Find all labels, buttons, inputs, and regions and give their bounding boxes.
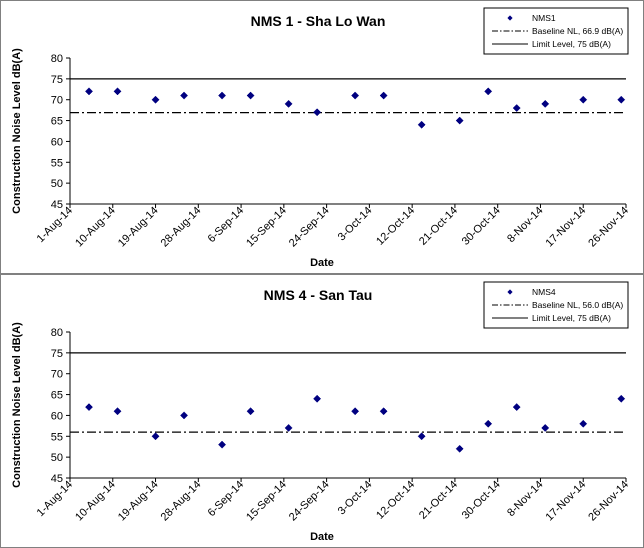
x-tick-label: 10-Aug-14 bbox=[73, 205, 118, 250]
data-point bbox=[351, 407, 360, 416]
y-tick-label: 60 bbox=[51, 410, 63, 422]
y-tick-label: 80 bbox=[51, 327, 63, 339]
data-point bbox=[85, 403, 93, 412]
y-tick-label: 75 bbox=[51, 74, 63, 86]
data-point bbox=[541, 423, 550, 432]
legend-label: NMS4 bbox=[532, 287, 556, 297]
x-tick-label: 30-Oct-14 bbox=[460, 205, 503, 248]
x-tick-label: 24-Sep-14 bbox=[287, 205, 332, 250]
y-tick-label: 60 bbox=[51, 136, 63, 148]
legend-label: Baseline NL, 56.0 dB(A) bbox=[532, 300, 623, 310]
data-point bbox=[180, 411, 189, 420]
data-point bbox=[455, 116, 464, 125]
x-tick-label: 26-Nov-14 bbox=[586, 205, 631, 250]
data-point bbox=[512, 403, 521, 412]
data-point bbox=[512, 104, 521, 113]
x-tick-label: 8-Nov-14 bbox=[505, 479, 545, 519]
x-tick-label: 19-Aug-14 bbox=[116, 479, 161, 524]
x-tick-label: 15-Sep-14 bbox=[244, 205, 289, 250]
y-tick-label: 65 bbox=[51, 390, 63, 402]
x-tick-label: 12-Oct-14 bbox=[374, 479, 417, 522]
x-tick-label: 3-Oct-14 bbox=[336, 479, 375, 518]
legend-label: Limit Level, 75 dB(A) bbox=[532, 39, 611, 49]
x-tick-label: 28-Aug-14 bbox=[159, 479, 204, 524]
y-tick-label: 80 bbox=[51, 53, 63, 65]
data-point bbox=[579, 419, 588, 428]
data-point bbox=[579, 95, 588, 104]
x-tick-label: 15-Sep-14 bbox=[244, 479, 289, 524]
data-point bbox=[180, 91, 189, 100]
chart-svg: NMS 1 - Sha Lo Wan45505560657075801-Aug-… bbox=[0, 0, 644, 274]
x-tick-label: 26-Nov-14 bbox=[586, 479, 631, 524]
x-tick-label: 17-Nov-14 bbox=[544, 479, 589, 524]
y-tick-label: 55 bbox=[51, 157, 63, 169]
x-tick-label: 3-Oct-14 bbox=[336, 205, 375, 244]
y-tick-label: 75 bbox=[51, 348, 63, 360]
data-point bbox=[379, 91, 388, 100]
chart-svg: NMS 4 - San Tau45505560657075801-Aug-141… bbox=[0, 274, 644, 548]
data-point bbox=[151, 95, 160, 104]
chart-panel-nms1: NMS 1 - Sha Lo Wan 45 50 55 60 65 70 75 80 1-Aug-… bbox=[0, 0, 644, 274]
x-tick-label: 28-Aug-14 bbox=[159, 205, 204, 250]
data-point bbox=[417, 432, 426, 441]
y-tick-label: 50 bbox=[51, 178, 63, 190]
x-tick-label: 10-Aug-14 bbox=[73, 479, 118, 524]
data-point bbox=[617, 394, 626, 403]
y-tick-label: 70 bbox=[51, 95, 63, 107]
legend-label: Baseline NL, 66.9 dB(A) bbox=[532, 26, 623, 36]
data-point bbox=[484, 87, 493, 96]
data-point bbox=[455, 444, 464, 453]
legend-label: NMS1 bbox=[532, 13, 556, 23]
y-tick-label: 55 bbox=[51, 431, 63, 443]
chart-title: NMS 4 - San Tau bbox=[264, 287, 373, 303]
x-tick-label: 17-Nov-14 bbox=[544, 205, 589, 250]
x-tick-label: 21-Oct-14 bbox=[417, 479, 460, 522]
data-point bbox=[351, 91, 360, 100]
x-tick-label: 8-Nov-14 bbox=[505, 205, 545, 245]
x-tick-label: 21-Oct-14 bbox=[417, 205, 460, 248]
data-point bbox=[246, 407, 255, 416]
x-tick-label: 6-Sep-14 bbox=[206, 479, 246, 519]
y-tick-label: 65 bbox=[51, 116, 63, 128]
data-point bbox=[284, 423, 293, 432]
data-point bbox=[284, 99, 293, 108]
y-tick-label: 45 bbox=[51, 199, 63, 211]
x-tick-label: 6-Sep-14 bbox=[206, 205, 246, 245]
legend-marker-nms bbox=[507, 15, 513, 21]
y-tick-label: 45 bbox=[51, 473, 63, 485]
data-point bbox=[85, 87, 93, 96]
x-tick-label: 24-Sep-14 bbox=[287, 479, 332, 524]
legend-marker-nms bbox=[507, 289, 513, 295]
x-axis-label: Date bbox=[310, 531, 334, 543]
x-tick-label: 19-Aug-14 bbox=[116, 205, 161, 250]
data-point bbox=[246, 91, 255, 100]
y-tick-label: 50 bbox=[51, 452, 63, 464]
data-point bbox=[379, 407, 388, 416]
chart-title: NMS 1 - Sha Lo Wan bbox=[251, 13, 386, 29]
data-point bbox=[617, 95, 626, 104]
data-point bbox=[541, 99, 550, 108]
x-tick-label: 30-Oct-14 bbox=[460, 479, 503, 522]
y-tick-label: 70 bbox=[51, 369, 63, 381]
legend-label: Limit Level, 75 dB(A) bbox=[532, 313, 611, 323]
data-point bbox=[113, 407, 122, 416]
y-axis-label: Construction Noise Level dB(A) bbox=[11, 48, 23, 214]
x-axis-label: Date bbox=[310, 257, 334, 269]
data-point bbox=[151, 432, 160, 441]
data-point bbox=[484, 419, 493, 428]
data-point bbox=[313, 394, 322, 403]
chart-panel-nms4: NMS 4 - San Tau 45 50 55 60 65 70 75 80 1-Aug-14 1… bbox=[0, 274, 644, 548]
data-point bbox=[218, 91, 227, 100]
x-tick-label: 12-Oct-14 bbox=[374, 205, 417, 248]
data-point bbox=[417, 120, 426, 129]
data-point bbox=[313, 108, 322, 117]
y-axis-label: Construction Noise Level dB(A) bbox=[11, 322, 23, 488]
data-point bbox=[113, 87, 122, 96]
data-point bbox=[218, 440, 227, 449]
